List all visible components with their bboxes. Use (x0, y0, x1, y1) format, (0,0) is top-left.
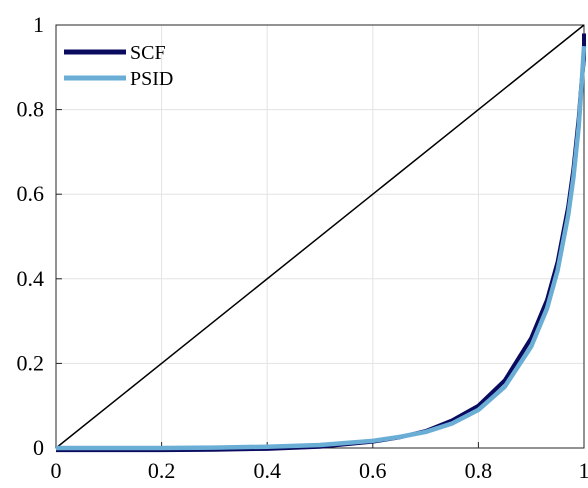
x-tick-label: 0 (51, 458, 62, 483)
x-tick-label: 0.4 (253, 458, 281, 483)
x-tick-label: 0.8 (465, 458, 493, 483)
x-tick-label: 1 (579, 458, 588, 483)
legend-label-scf: SCF (130, 42, 166, 64)
y-tick-label: 0 (33, 435, 44, 460)
x-tick-label: 0.2 (148, 458, 176, 483)
y-tick-label: 0.2 (17, 350, 45, 375)
axis-ticks: 0 0.2 0.4 0.6 0.8 1 0 0.2 0.4 0.6 0.8 1 (17, 12, 588, 483)
y-tick-label: 1 (33, 12, 44, 37)
y-tick-label: 0.6 (17, 181, 45, 206)
x-tick-label: 0.6 (359, 458, 387, 483)
legend: SCF PSID (64, 42, 173, 90)
series-lines (56, 33, 587, 453)
legend-label-psid: PSID (130, 68, 173, 90)
equality-line (55, 24, 585, 449)
series-line-psid (56, 46, 587, 451)
y-tick-label: 0.4 (17, 266, 45, 291)
y-tick-label: 0.8 (17, 97, 45, 122)
